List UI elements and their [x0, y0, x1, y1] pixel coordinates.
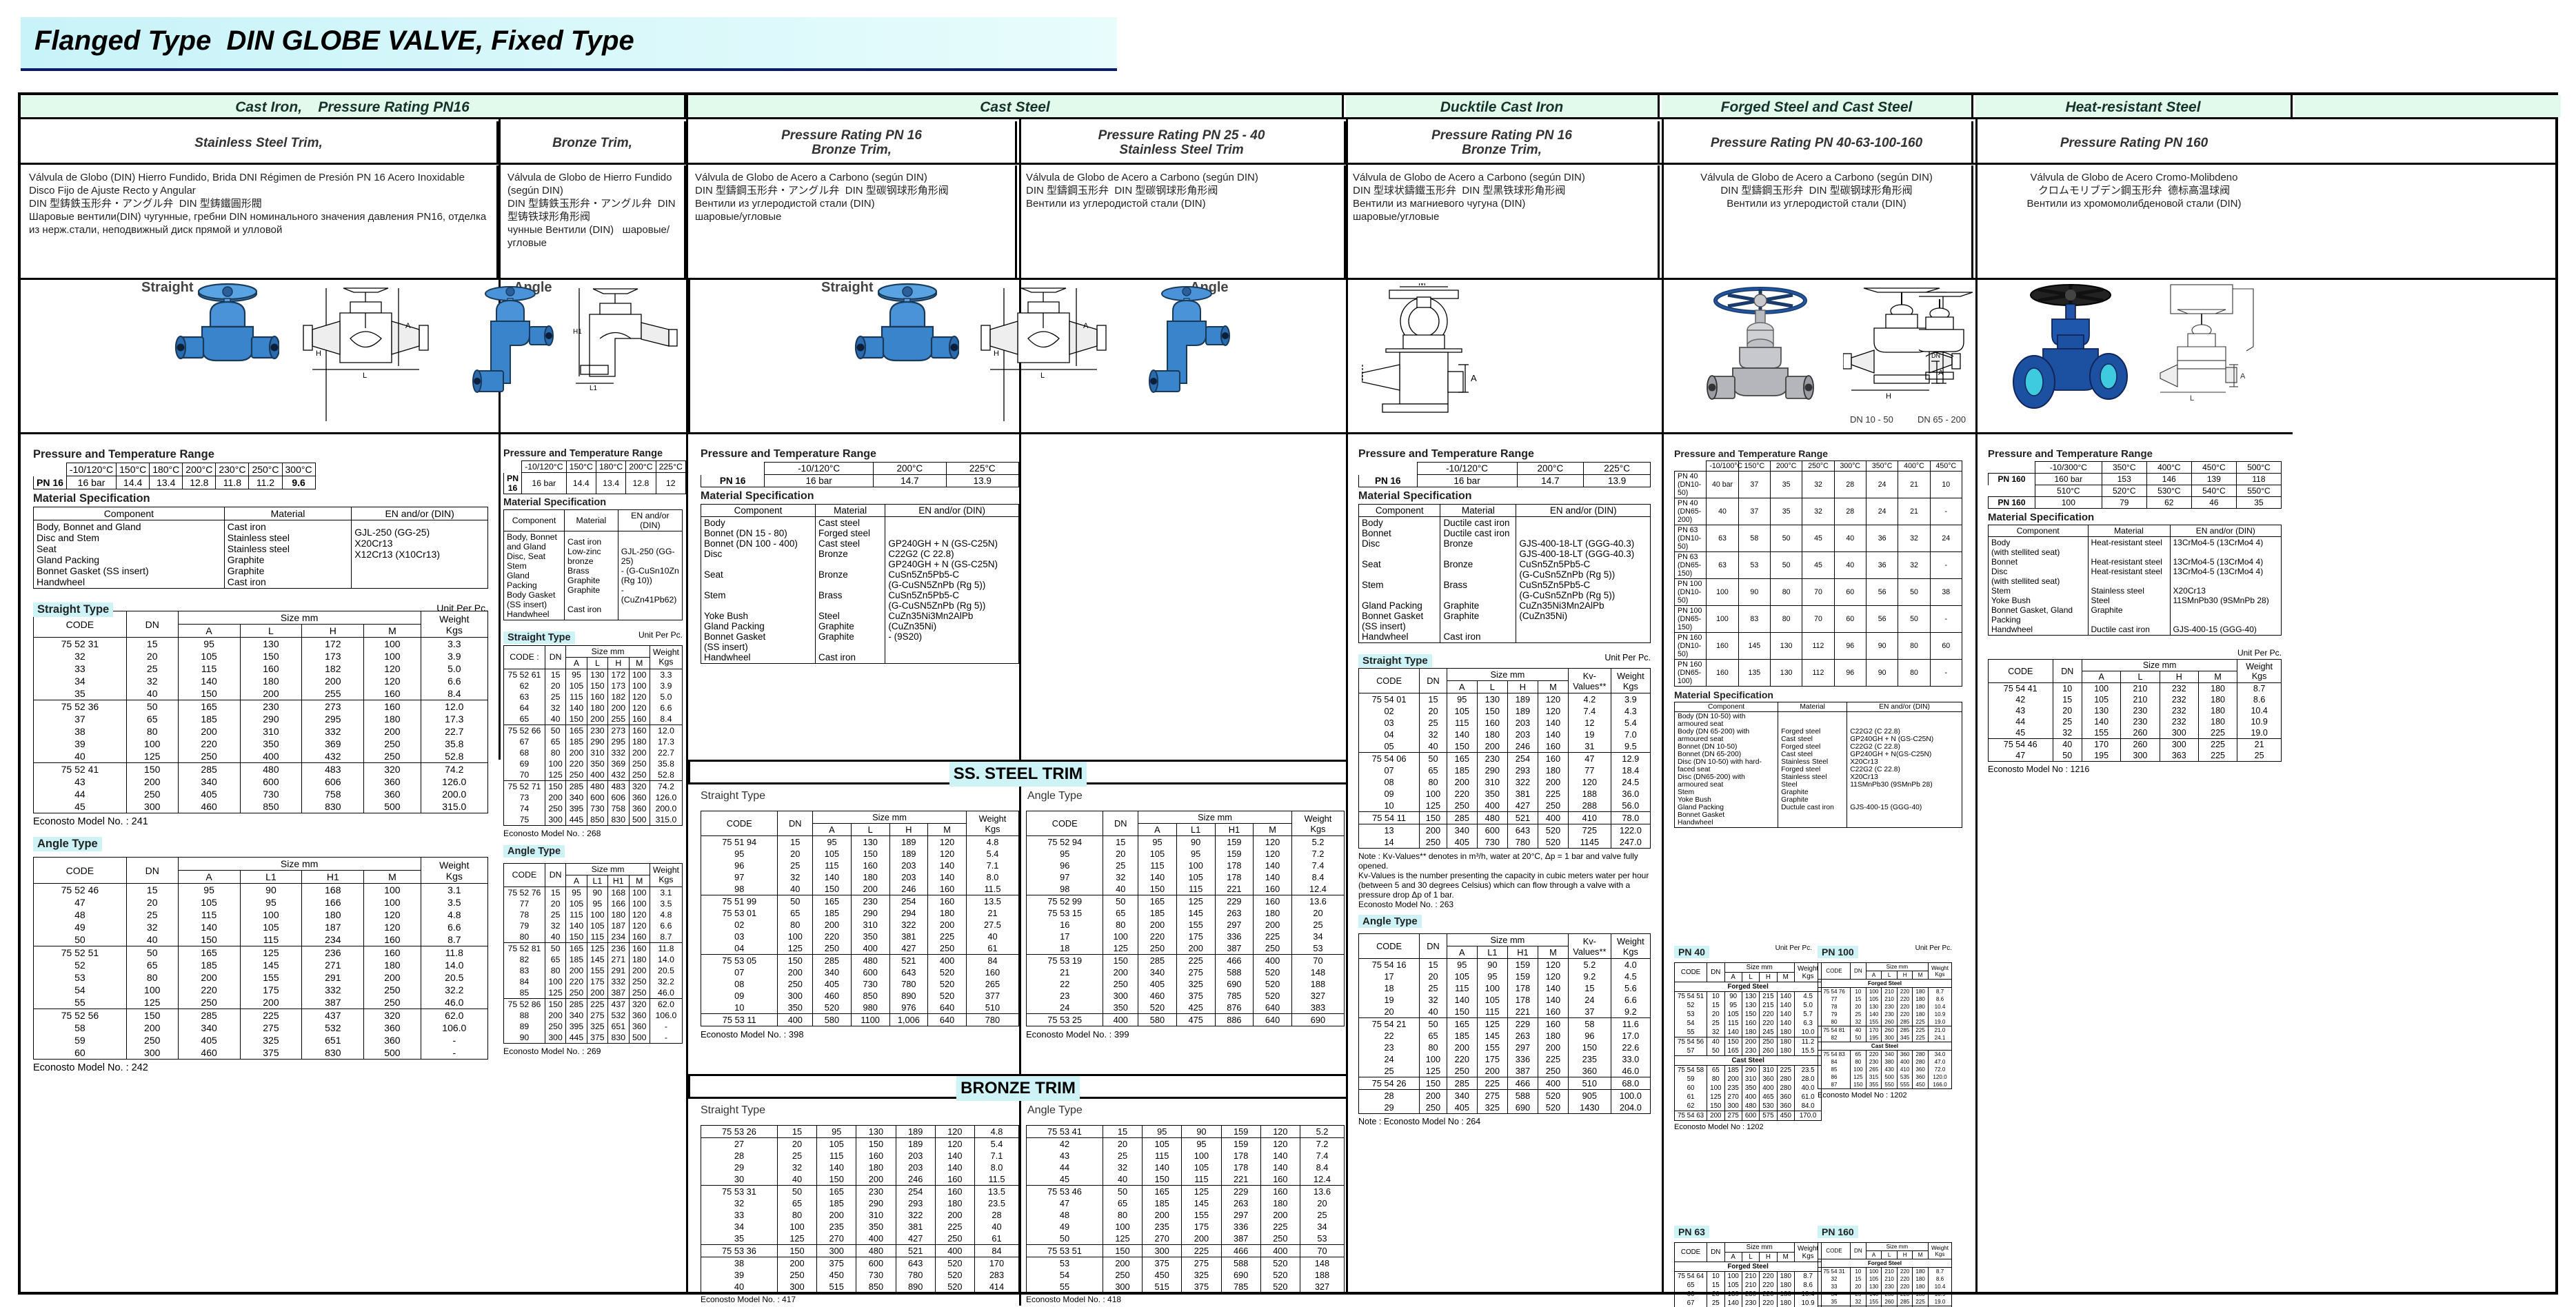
svg-text:A: A [2240, 372, 2246, 381]
svg-text:L: L [2190, 394, 2194, 403]
svg-text:H: H [1886, 392, 1891, 401]
svg-text:A: A [1471, 373, 1477, 383]
svg-text:A: A [1083, 322, 1089, 330]
svg-text:L: L [363, 372, 367, 380]
svg-text:L: L [1040, 372, 1045, 380]
svg-text:H: H [316, 349, 321, 358]
svg-text:H1: H1 [573, 328, 582, 336]
svg-text:L1: L1 [590, 385, 598, 392]
svg-text:A: A [405, 322, 411, 330]
svg-text:M: M [1418, 283, 1426, 287]
svg-text:H: H [994, 349, 999, 358]
